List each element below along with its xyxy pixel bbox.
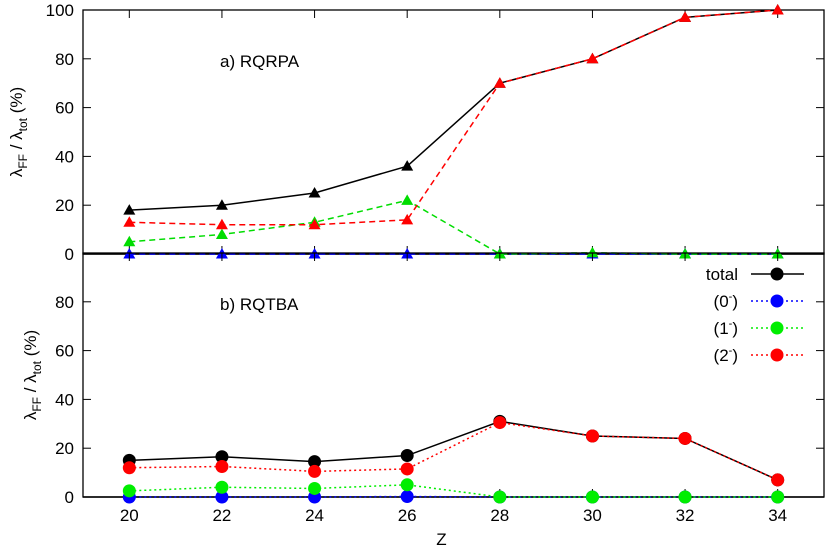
- x-tick-label: 22: [212, 506, 231, 525]
- legend-marker: [771, 322, 784, 335]
- data-point: [123, 484, 136, 497]
- legend-label: (2-): [714, 345, 738, 365]
- series-total: [123, 4, 783, 215]
- data-point: [771, 491, 784, 504]
- y-tick-label: 40: [55, 390, 74, 409]
- plot-frame: [83, 10, 824, 254]
- data-point: [586, 53, 598, 64]
- legend: total (0-) (1-) (2-): [706, 265, 804, 365]
- data-point: [586, 430, 599, 443]
- y-axis-label: λFF / λtot (%): [7, 87, 30, 177]
- y-tick-label: 20: [55, 196, 74, 215]
- y-tick-label: 60: [55, 342, 74, 361]
- legend-marker: [771, 349, 784, 362]
- data-point: [772, 4, 784, 15]
- data-point: [216, 219, 228, 230]
- x-tick-label: 30: [583, 506, 602, 525]
- y-tick-label: 0: [65, 245, 74, 264]
- series-line: [129, 10, 777, 225]
- x-tick-label: 20: [120, 506, 139, 525]
- data-point: [401, 449, 414, 462]
- data-point: [123, 216, 135, 227]
- y-tick-label: 40: [55, 147, 74, 166]
- data-point: [401, 214, 413, 225]
- y-tick-label: 20: [55, 439, 74, 458]
- panel-title: b) RQTBA: [220, 295, 299, 314]
- data-point: [493, 491, 506, 504]
- series-2-: [123, 4, 783, 229]
- data-point: [679, 491, 692, 504]
- data-point: [401, 462, 414, 475]
- series-total: [123, 415, 784, 487]
- data-point: [586, 491, 599, 504]
- data-point: [308, 465, 321, 478]
- legend-label: total: [706, 265, 738, 284]
- data-point: [216, 228, 228, 239]
- x-tick-label: 34: [768, 506, 787, 525]
- legend-label: (0-): [714, 291, 738, 311]
- x-tick-label: 24: [305, 506, 324, 525]
- data-point: [215, 460, 228, 473]
- data-point: [123, 461, 136, 474]
- data-point: [493, 416, 506, 429]
- data-point: [401, 478, 414, 491]
- data-point: [771, 473, 784, 486]
- panel-rqrpa: 0 20 40 60 80 100 a) RQRPA λFF / λtot (%): [7, 1, 824, 264]
- y-tick-label: 80: [55, 50, 74, 69]
- data-point: [679, 432, 692, 445]
- panel-title: a) RQRPA: [220, 52, 300, 71]
- x-axis-label: Z: [436, 530, 446, 549]
- series-line: [129, 421, 777, 480]
- y-tick-label: 60: [55, 99, 74, 118]
- y-tick-label: 80: [55, 293, 74, 312]
- y-tick-label: 0: [65, 488, 74, 507]
- legend-marker: [771, 295, 784, 308]
- panel-rqtba: 0 20 40 60 80 20 22 24 26 28 30 32 34 b) RQTBA λFF / λ…: [21, 253, 824, 549]
- x-tick-label: 28: [490, 506, 509, 525]
- x-tick-label: 32: [676, 506, 695, 525]
- legend-label: (1-): [714, 318, 738, 338]
- x-tick-label: 26: [398, 506, 417, 525]
- plot-frame: [83, 253, 824, 497]
- data-point: [401, 194, 413, 205]
- data-point: [215, 481, 228, 494]
- y-axis-label: λFF / λtot (%): [21, 330, 44, 420]
- series-line: [129, 423, 777, 480]
- y-tick-label: 100: [46, 1, 74, 20]
- data-point: [401, 490, 414, 503]
- data-point: [308, 482, 321, 495]
- legend-marker: [771, 268, 784, 281]
- series-line: [129, 10, 777, 210]
